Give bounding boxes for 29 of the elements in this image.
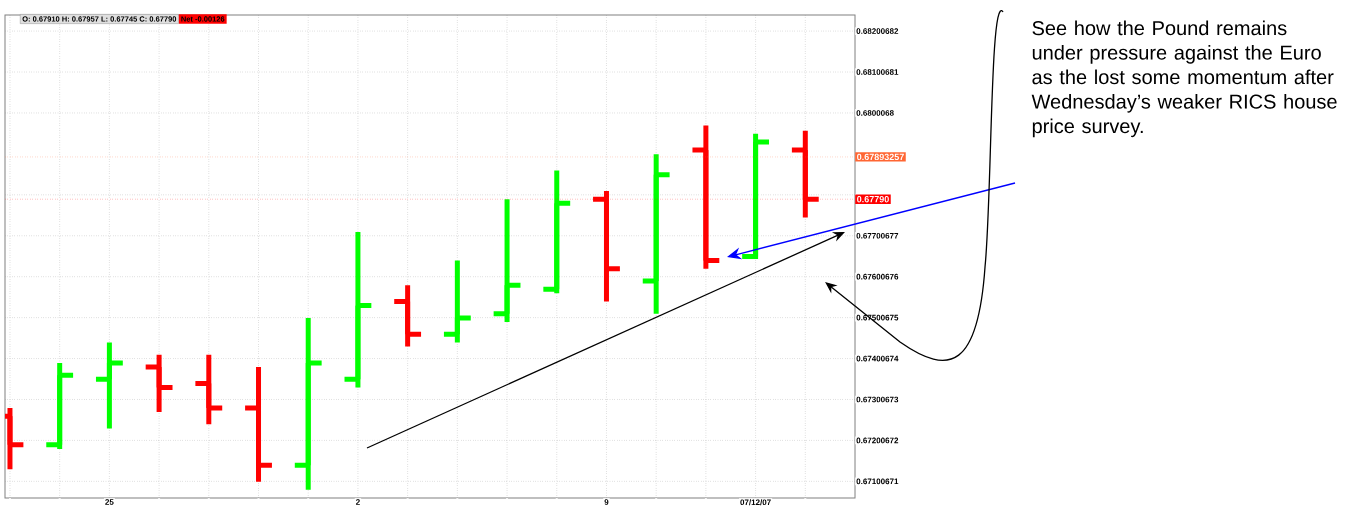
candlestick <box>689 123 722 272</box>
candlestick <box>143 352 176 415</box>
candlestick <box>192 352 225 427</box>
y-tick-label: 0.67200672 <box>856 437 899 444</box>
text: See how the Pound remains under pressure against the Euro as the lost some momentum after Wednesday’s weaker RICS house price survey. <box>1031 20 1337 138</box>
x-tick-label: 25 <box>105 499 114 505</box>
candlestick <box>491 196 523 325</box>
y-tick-label: 0.6800068 <box>856 110 894 116</box>
candlestick <box>242 364 275 485</box>
y-tick-label: 0.68200682 <box>856 28 899 34</box>
candlestick <box>43 360 76 452</box>
candlestick <box>93 339 126 431</box>
candlestick <box>342 229 374 390</box>
candlestick <box>292 315 325 493</box>
y-tick-label: 0.67300673 <box>856 396 899 403</box>
y-tick-label: 0.67700677 <box>856 232 899 239</box>
x-tick-label: 07/12/07 <box>740 499 771 506</box>
y-tick-label: 0.68100681 <box>856 69 899 75</box>
y-tick-label: 0.67400674 <box>856 355 899 362</box>
candlestick <box>441 258 474 345</box>
x-tick-label: 2 <box>355 499 360 505</box>
candlestick <box>391 282 424 350</box>
candlestick <box>640 151 673 317</box>
y-tick-label: 0.67100671 <box>856 478 899 485</box>
y-tick-label: 0.67600676 <box>856 273 899 280</box>
candlestick <box>540 168 573 296</box>
ref-line-label: 0.67893257 <box>857 153 904 161</box>
x-tick-label: 9 <box>604 499 609 505</box>
ref-line-label: 0.67790 <box>857 196 889 203</box>
